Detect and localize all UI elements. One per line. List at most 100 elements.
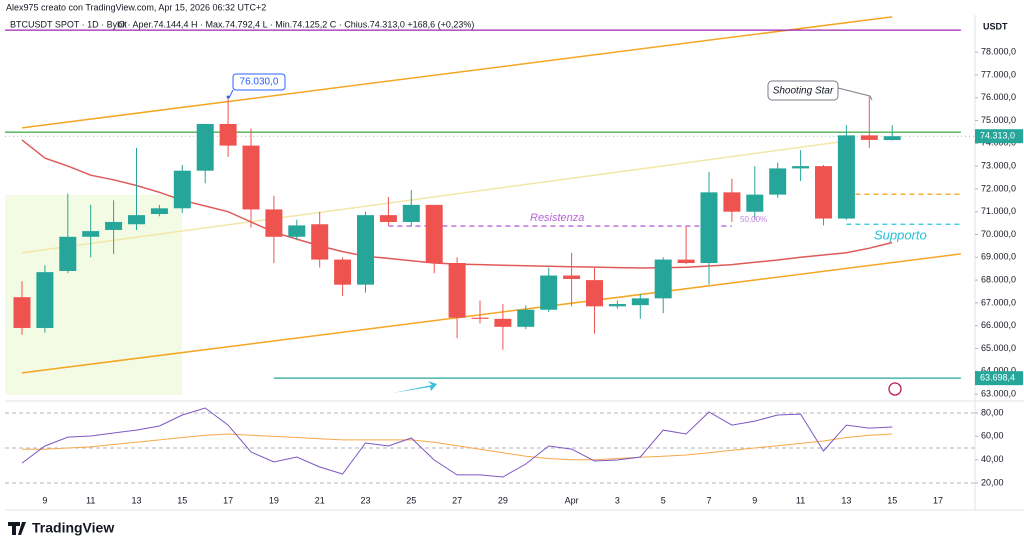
resistance-label: Resistenza bbox=[530, 212, 584, 224]
support-label: Supporto bbox=[874, 227, 927, 242]
y-tick-label: 65.000,0 bbox=[981, 343, 1016, 353]
x-tick-label: 11 bbox=[86, 495, 95, 505]
candle-body bbox=[723, 192, 741, 212]
rsi-tick-label: 80,00 bbox=[981, 407, 1004, 417]
rsi-tick-label: 40,00 bbox=[981, 454, 1004, 464]
candle-body bbox=[173, 170, 191, 209]
candle-body bbox=[677, 259, 695, 264]
candle-body bbox=[196, 123, 214, 171]
callout-pointer bbox=[228, 89, 234, 99]
y-tick-label: 76.000,0 bbox=[981, 92, 1016, 102]
candle-body bbox=[746, 194, 764, 212]
y-tick-label: 67.000,0 bbox=[981, 297, 1016, 307]
x-tick-label: 11 bbox=[796, 495, 805, 505]
x-tick-label: Apr bbox=[565, 495, 579, 505]
candle-body bbox=[494, 318, 512, 327]
x-tick-label: 9 bbox=[752, 495, 757, 505]
shooting-star-box bbox=[767, 80, 839, 101]
y-tick-label: 70.000,0 bbox=[981, 229, 1016, 239]
shooting-star-label: Shooting Star bbox=[773, 86, 834, 97]
candle-body bbox=[265, 209, 283, 237]
y-tick-label: 77.000,0 bbox=[981, 69, 1016, 79]
level-label: 63.698,4 bbox=[980, 373, 1015, 383]
x-tick-label: 7 bbox=[706, 495, 711, 505]
candle-body bbox=[700, 192, 718, 264]
x-tick-label: 17 bbox=[933, 495, 943, 505]
arrow-icon bbox=[393, 381, 437, 393]
x-tick-label: 23 bbox=[360, 495, 370, 505]
candle-body bbox=[448, 263, 466, 318]
x-tick-label: 25 bbox=[406, 495, 416, 505]
candle-body bbox=[769, 168, 787, 195]
candle-body bbox=[357, 215, 374, 285]
level-label-box bbox=[975, 371, 1023, 386]
candle-body bbox=[242, 145, 260, 210]
y-tick-label: 63.000,0 bbox=[981, 388, 1016, 398]
x-tick-label: 17 bbox=[223, 495, 233, 505]
rsi-tick-label: 60,00 bbox=[981, 431, 1004, 441]
candle-body bbox=[379, 215, 397, 222]
high-label: 76.030,0 bbox=[240, 77, 279, 88]
candle-body bbox=[288, 225, 306, 237]
rsi-ma bbox=[22, 433, 893, 461]
rsi-tick-label: 20,00 bbox=[981, 477, 1004, 487]
candle-body bbox=[402, 204, 420, 222]
high-callout bbox=[232, 73, 286, 91]
candle-body bbox=[837, 135, 855, 219]
last-price-label: 74.313,0 bbox=[980, 131, 1015, 141]
candle-body bbox=[128, 215, 145, 225]
candle-body bbox=[883, 136, 901, 141]
logo: TradingView bbox=[32, 520, 114, 536]
x-tick-label: 19 bbox=[269, 495, 279, 505]
fib-label: 50,00% bbox=[740, 215, 767, 224]
candle-body bbox=[82, 231, 100, 237]
candle-body bbox=[586, 280, 603, 307]
candle-body bbox=[150, 208, 168, 214]
x-tick-label: 21 bbox=[315, 495, 325, 505]
candle-body bbox=[792, 166, 810, 169]
x-tick-label: 9 bbox=[42, 495, 47, 505]
trend-line bbox=[21, 16, 893, 129]
currency: USDT bbox=[983, 21, 1008, 31]
callout-pointer bbox=[837, 87, 873, 101]
x-tick-label: 15 bbox=[887, 495, 897, 505]
candle-body bbox=[631, 298, 649, 306]
y-tick-label: 78.000,0 bbox=[981, 47, 1016, 57]
candle-body bbox=[59, 236, 77, 271]
candle-body bbox=[540, 275, 558, 310]
header: Alex975 creato con TradingView.com, Apr … bbox=[6, 2, 266, 12]
candle-body bbox=[13, 297, 31, 328]
candle-body bbox=[517, 309, 535, 327]
last-price-box bbox=[975, 129, 1023, 144]
event-icon bbox=[888, 382, 902, 396]
candle-body bbox=[425, 204, 443, 264]
y-tick-label: 72.000,0 bbox=[981, 183, 1016, 193]
y-tick-label: 75.000,0 bbox=[981, 115, 1016, 125]
x-tick-label: 15 bbox=[177, 495, 187, 505]
x-tick-label: 13 bbox=[131, 495, 141, 505]
candle-body bbox=[654, 259, 672, 299]
candle-body bbox=[219, 123, 237, 146]
y-tick-label: 64.000,0 bbox=[981, 366, 1016, 376]
candle-body bbox=[815, 166, 832, 219]
trend-line bbox=[21, 140, 847, 254]
x-tick-label: 5 bbox=[661, 495, 666, 505]
plot-area bbox=[5, 16, 975, 484]
x-tick-label: 3 bbox=[615, 495, 620, 505]
y-tick-label: 68.000,0 bbox=[981, 274, 1016, 284]
x-tick-label: 29 bbox=[498, 495, 508, 505]
candle-body bbox=[311, 224, 329, 260]
y-tick-label: 71.000,0 bbox=[981, 206, 1016, 216]
candle-body bbox=[608, 304, 626, 307]
y-tick-label: 69.000,0 bbox=[981, 252, 1016, 262]
symbol: BTCUSDT SPOT · 1D · Bybit bbox=[10, 19, 127, 29]
candle-body bbox=[334, 259, 352, 285]
x-tick-label: 13 bbox=[841, 495, 851, 505]
trend-line bbox=[21, 253, 961, 374]
zone-box bbox=[5, 195, 182, 395]
candle-body bbox=[105, 221, 123, 230]
candle-body bbox=[860, 135, 878, 140]
ohlc-legend: O · Aper.74.144,4 H · Max.74.792,4 L · M… bbox=[118, 19, 474, 29]
candle-body bbox=[36, 272, 54, 328]
